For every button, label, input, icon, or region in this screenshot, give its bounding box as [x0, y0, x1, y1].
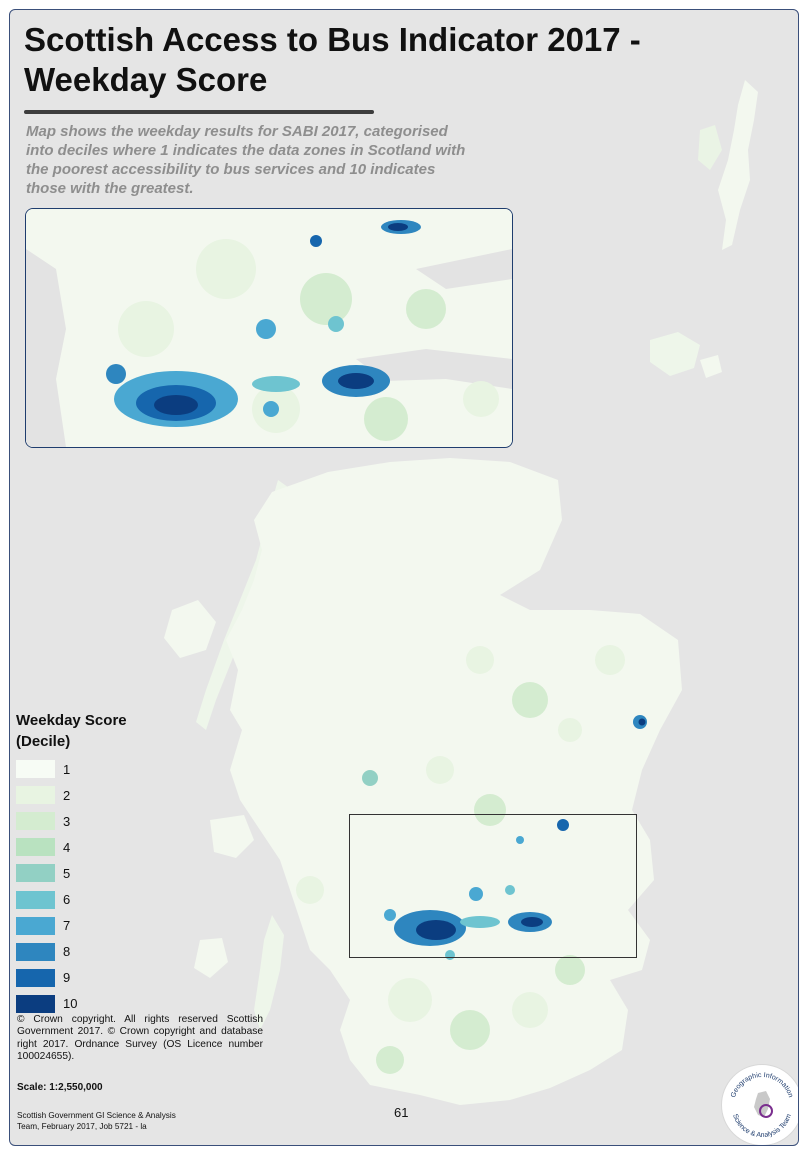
legend-swatch — [16, 838, 55, 857]
credit-line1: Scottish Government GI Science & Analysi… — [17, 1111, 176, 1120]
legend-swatch — [16, 786, 55, 805]
legend-label: 4 — [63, 839, 71, 855]
skye-island — [164, 600, 216, 658]
legend-swatch — [16, 942, 55, 961]
mull-island — [210, 815, 254, 858]
decile-patches — [296, 645, 647, 1074]
legend-item: 1 — [16, 756, 176, 782]
map-frame: Scottish Access to Bus Indicator 2017 - … — [9, 9, 799, 1146]
legend-label: 3 — [63, 813, 71, 829]
shetland-islands — [718, 80, 758, 250]
legend-item: 6 — [16, 886, 176, 912]
legend-item: 4 — [16, 834, 176, 860]
legend-label: 7 — [63, 918, 71, 934]
inset-extent-box — [349, 814, 637, 958]
legend-label: 6 — [63, 892, 71, 908]
inset-map-svg — [26, 209, 512, 447]
legend-label: 2 — [63, 787, 71, 803]
inset-firth-of-tay — [416, 249, 512, 289]
legend-item: 7 — [16, 913, 176, 939]
orkney-islands — [650, 332, 700, 376]
legend-swatch — [16, 890, 55, 909]
title-underline — [24, 110, 374, 114]
legend-label: 1 — [63, 761, 71, 777]
map-scale: Scale: 1:2,550,000 — [17, 1082, 103, 1093]
legend-swatch — [16, 994, 55, 1013]
legend-label: 9 — [63, 970, 71, 986]
legend-items: 1 2 3 4 5 6 7 8 9 10 — [16, 756, 176, 1017]
inset-west-sea — [26, 249, 66, 447]
legend-label: 8 — [63, 944, 71, 960]
scotland-map — [164, 80, 758, 1105]
map-title: Scottish Access to Bus Indicator 2017 - … — [24, 21, 641, 98]
inset-map-central-belt — [25, 208, 513, 448]
legend-swatch — [16, 864, 55, 883]
inset-firth-of-forth — [356, 349, 512, 389]
gisat-logo: Geographic Information Science & Analysi… — [721, 1064, 798, 1145]
copyright-notice: © Crown copyright. All rights reserved S… — [17, 1014, 263, 1063]
map-subtitle: Map shows the weekday results for SABI 2… — [26, 123, 466, 197]
credit-text: Scottish Government GI Science & Analysi… — [17, 1111, 217, 1132]
shetland-west-island — [698, 125, 722, 170]
legend-title-line2: (Decile) — [16, 733, 71, 750]
svg-text:Science & Analysis Team: Science & Analysis Team — [731, 1113, 793, 1139]
orkney-islands-2 — [700, 355, 722, 378]
legend-swatch — [16, 812, 55, 831]
legend: Weekday Score (Decile) 1 2 3 4 5 6 7 8 9 10 — [16, 710, 176, 1017]
legend-swatch — [16, 916, 55, 935]
legend-swatch — [16, 760, 55, 779]
legend-label: 10 — [63, 996, 78, 1012]
legend-item: 2 — [16, 782, 176, 808]
logo-text-bottom: Science & Analysis Team — [731, 1113, 793, 1139]
legend-item: 10 — [16, 991, 176, 1017]
legend-item: 5 — [16, 860, 176, 886]
kintyre-peninsula — [254, 915, 284, 1030]
logo-svg: Geographic Information Science & Analysi… — [730, 1072, 794, 1139]
legend-title-line1: Weekday Score — [16, 712, 127, 729]
islay-island — [194, 938, 228, 978]
legend-item: 8 — [16, 939, 176, 965]
logo-scotland-icon — [754, 1091, 770, 1117]
legend-label: 5 — [63, 865, 71, 881]
legend-title: Weekday Score (Decile) — [16, 710, 176, 752]
logo-lens-icon — [759, 1104, 773, 1118]
legend-item: 9 — [16, 965, 176, 991]
legend-swatch — [16, 968, 55, 987]
legend-item: 3 — [16, 808, 176, 834]
credit-line2: Team, February 2017, Job 5721 - la — [17, 1121, 147, 1131]
page-number: 61 — [394, 1105, 409, 1120]
mainland-north — [226, 458, 682, 1105]
